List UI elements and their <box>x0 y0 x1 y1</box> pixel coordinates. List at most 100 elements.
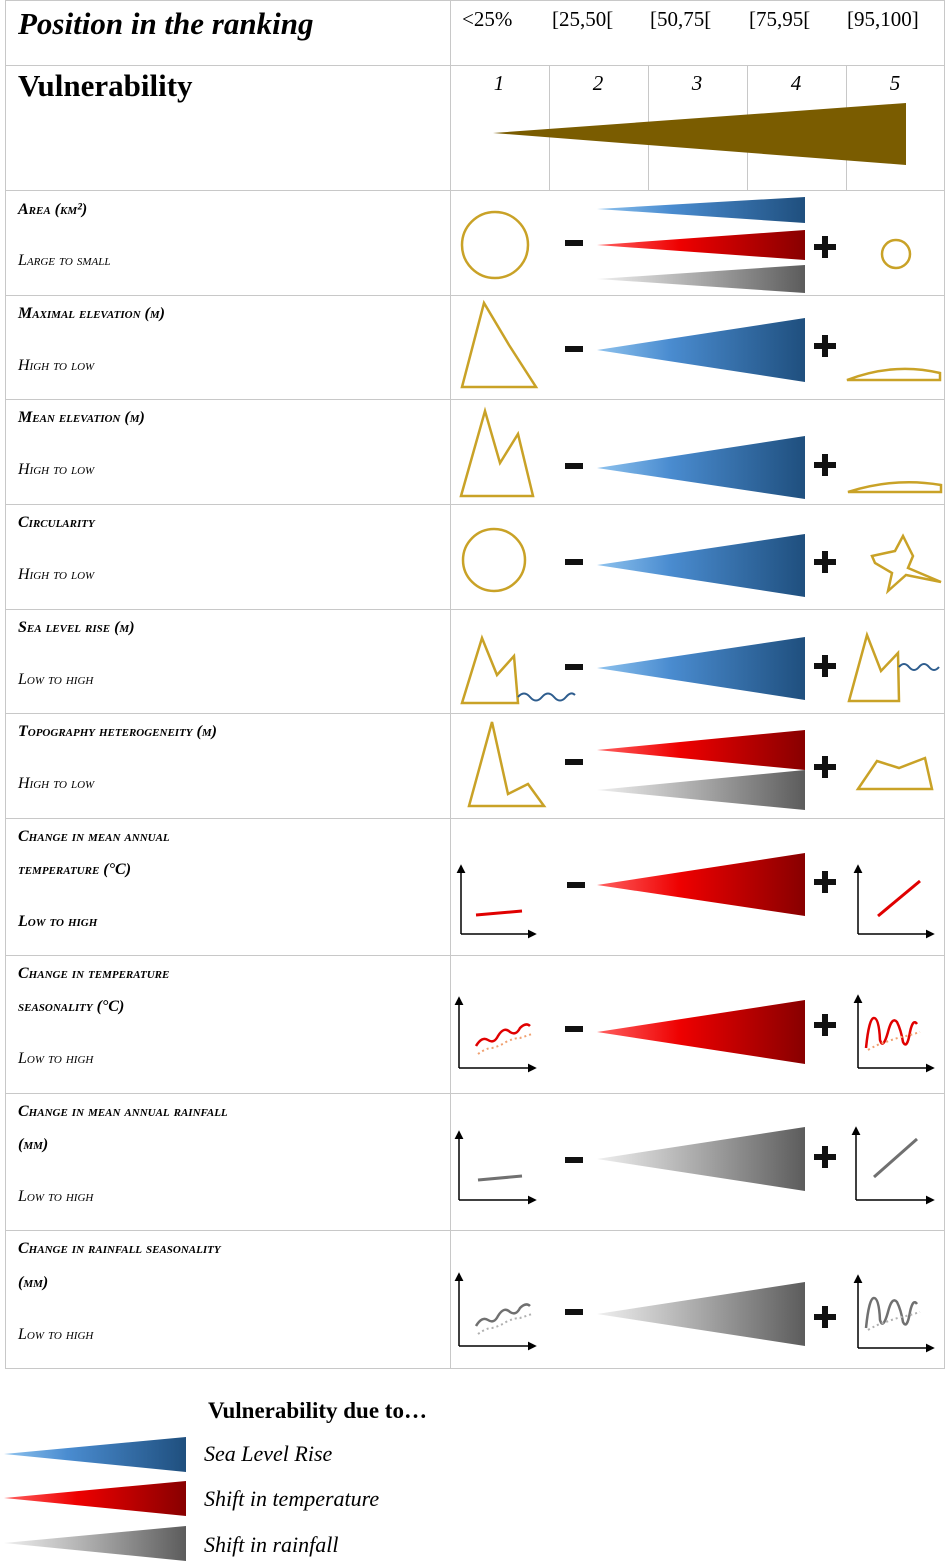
circle-icon <box>461 527 527 593</box>
steep-peak-icon <box>467 721 547 808</box>
mountain-icon <box>847 631 901 703</box>
irregular-star-icon <box>870 533 942 595</box>
small-wave-graph-icon <box>454 1272 537 1351</box>
position-ranking-label: Position in the ranking <box>17 6 313 41</box>
rainfall-wedge <box>597 1282 805 1346</box>
row-temperature-seasonality: Change in temperature seasonality (°C) L… <box>17 965 935 1073</box>
minus-sign-icon <box>565 240 583 246</box>
flat-island-icon <box>846 367 942 382</box>
legend-title: Vulnerability due to… <box>208 1398 427 1423</box>
plateau-icon <box>855 756 934 791</box>
range-label: [95,100] <box>847 7 919 31</box>
row-topography-heterogeneity: Topography heterogeneity (m) High to low <box>17 721 934 810</box>
flat-line-graph-icon <box>454 1130 537 1205</box>
large-wave-graph-icon <box>853 1274 935 1353</box>
legend-sea-level-rise-wedge <box>4 1437 186 1472</box>
sea-level-rise-wedge <box>597 197 805 223</box>
vulnerability-wedge <box>493 103 906 165</box>
row-title: Maximal elevation (m) <box>17 305 165 322</box>
level-number: 1 <box>494 71 505 95</box>
row-title-cont: seasonality (°C) <box>18 998 124 1015</box>
minus-sign-icon <box>565 559 583 565</box>
row-rainfall-seasonality: Change in rainfall seasonality (mm) Low … <box>17 1240 935 1353</box>
rising-line-graph-icon <box>851 1126 935 1205</box>
plus-sign-icon <box>814 1146 836 1168</box>
row-mean-elevation: Mean elevation (m) High to low <box>17 406 943 499</box>
row-title: Mean elevation (m) <box>17 409 145 426</box>
sea-level-rise-wedge <box>597 436 805 499</box>
row-direction: Low to high <box>17 1326 94 1343</box>
row-title: Circularity <box>18 514 96 531</box>
minus-sign-icon <box>565 1309 583 1315</box>
plus-sign-icon <box>814 1014 836 1036</box>
row-sea-level-rise: Sea level rise (m) Low to high <box>17 619 940 705</box>
row-title-cont: temperature (°C) <box>18 861 131 878</box>
row-maximal-elevation: Maximal elevation (m) High to low <box>17 299 942 389</box>
low-water-wave-icon <box>517 692 576 702</box>
range-label: <25% <box>462 7 512 31</box>
plus-sign-icon <box>814 756 836 778</box>
row-direction: Low to high <box>17 1050 94 1067</box>
large-circle-icon <box>460 210 530 280</box>
high-water-wave-icon <box>898 663 940 671</box>
row-mean-annual-temperature: Change in mean annual temperature (°C) L… <box>17 828 935 939</box>
plus-sign-icon <box>814 871 836 893</box>
flat-island-icon <box>847 481 943 494</box>
minus-sign-icon <box>565 664 583 670</box>
level-number: 3 <box>691 71 703 95</box>
plus-sign-icon <box>814 454 836 476</box>
minus-sign-icon <box>565 346 583 352</box>
double-peak-icon <box>459 406 535 498</box>
plus-sign-icon <box>814 1306 836 1328</box>
rainfall-wedge <box>597 770 805 810</box>
legend-temperature-label: Shift in temperature <box>204 1486 379 1511</box>
row-title: Change in rainfall seasonality <box>18 1240 222 1257</box>
level-number: 4 <box>791 71 802 95</box>
row-title-cont: (mm) <box>18 1274 48 1291</box>
flat-line-graph-icon <box>456 864 537 939</box>
row-direction: High to low <box>17 461 95 478</box>
plus-sign-icon <box>814 655 836 677</box>
vulnerability-label: Vulnerability <box>18 68 193 103</box>
legend-rainfall-label: Shift in rainfall <box>204 1532 338 1557</box>
rainfall-wedge <box>597 265 805 293</box>
row-title: Sea level rise (m) <box>18 619 135 636</box>
row-direction: Large to small <box>17 252 110 269</box>
temperature-wedge <box>597 1000 805 1064</box>
large-wave-graph-icon <box>853 994 935 1073</box>
row-circularity: Circularity High to low <box>17 514 942 597</box>
row-title-cont: (mm) <box>18 1136 48 1153</box>
plus-sign-icon <box>814 236 836 258</box>
minus-sign-icon <box>567 882 585 888</box>
level-number: 5 <box>890 71 901 95</box>
plus-sign-icon <box>814 335 836 357</box>
sea-level-rise-wedge <box>597 637 805 700</box>
row-title: Topography heterogeneity (m) <box>18 723 217 740</box>
row-direction: High to low <box>17 566 95 583</box>
small-circle-icon <box>880 238 912 270</box>
rising-line-graph-icon <box>853 864 935 939</box>
row-direction: High to low <box>17 357 95 374</box>
minus-sign-icon <box>565 1157 583 1163</box>
row-title: Change in mean annual rainfall <box>18 1103 228 1120</box>
table-grid <box>5 0 945 1369</box>
minus-sign-icon <box>565 759 583 765</box>
row-mean-annual-rainfall: Change in mean annual rainfall (mm) Low … <box>17 1103 935 1205</box>
tall-peak-icon <box>460 299 539 389</box>
row-direction: Low to high <box>17 1188 94 1205</box>
row-title: Area (km²) <box>17 201 87 218</box>
legend: Vulnerability due to… Sea Level Rise Shi… <box>4 1398 427 1561</box>
row-direction: Low to high <box>17 913 98 930</box>
minus-sign-icon <box>565 1026 583 1032</box>
row-area: Area (km²) Large to small <box>17 197 912 293</box>
level-number: 2 <box>593 71 604 95</box>
mountain-icon <box>460 634 520 705</box>
range-label: [25,50[ <box>552 7 613 31</box>
minus-sign-icon <box>565 463 583 469</box>
sea-level-rise-wedge <box>597 534 805 597</box>
temperature-wedge <box>597 730 805 770</box>
range-label: [75,95[ <box>749 7 810 31</box>
small-wave-graph-icon <box>454 996 537 1073</box>
sea-level-rise-wedge <box>597 318 805 382</box>
